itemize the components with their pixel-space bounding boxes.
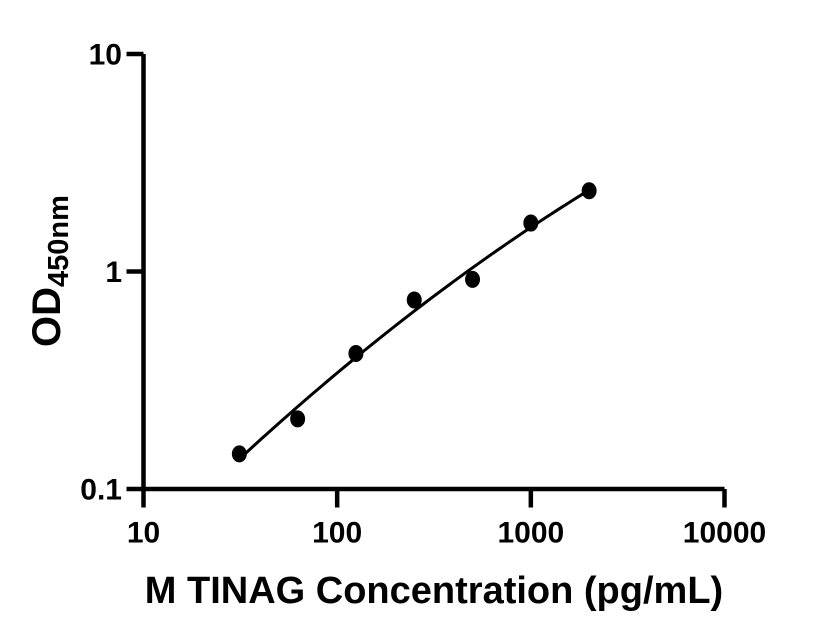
y-tick-label: 0.1 — [80, 474, 122, 507]
x-tick-label: 10 — [127, 517, 160, 550]
data-point — [406, 291, 422, 309]
data-point — [231, 445, 247, 463]
x-tick-label: 10000 — [683, 517, 766, 550]
x-tick-label: 1000 — [497, 517, 564, 550]
axes: 0.1 1 10 10 100 1000 10000 — [80, 39, 766, 550]
data-point — [348, 344, 364, 362]
y-axis-title: OD450nm — [25, 195, 75, 347]
y-tick-label: 10 — [89, 39, 122, 72]
data-point — [523, 214, 539, 232]
x-axis-title: M TINAG Concentration (pg/mL) — [145, 570, 723, 612]
y-tick-label: 1 — [105, 256, 122, 289]
y-axis-title-subscript: 450nm — [43, 195, 75, 287]
data-point — [290, 410, 306, 428]
x-tick-label: 100 — [312, 517, 362, 550]
data-point — [581, 182, 597, 200]
data-points — [231, 182, 597, 463]
y-axis-title-main: OD — [25, 287, 69, 347]
data-point — [465, 270, 481, 288]
